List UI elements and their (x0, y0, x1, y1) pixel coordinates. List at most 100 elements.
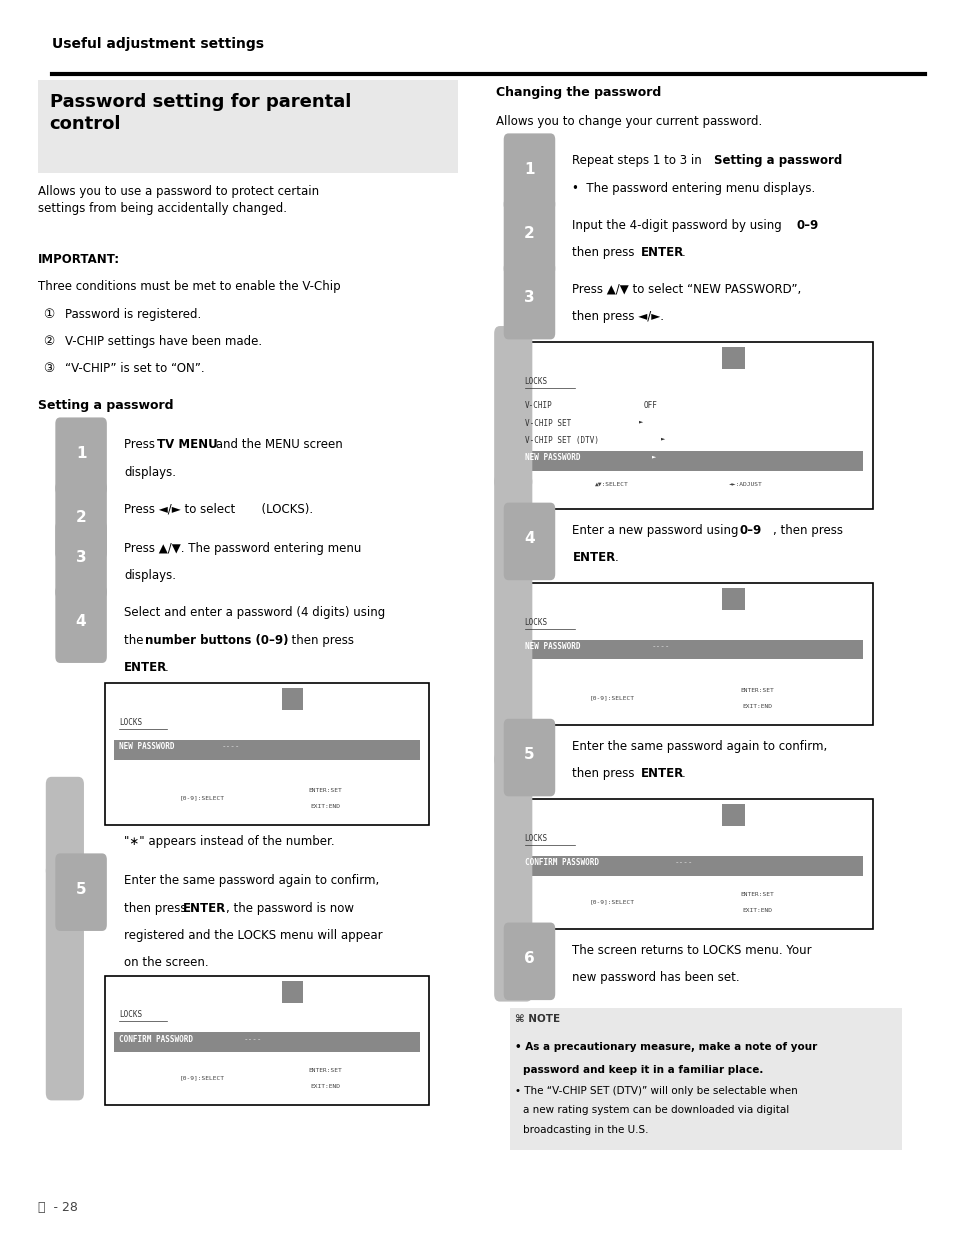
Text: Press ▲/▼. The password entering menu: Press ▲/▼. The password entering menu (124, 542, 361, 556)
Text: ①: ① (43, 308, 54, 321)
Text: , then press: , then press (772, 524, 841, 537)
Text: 3: 3 (523, 290, 535, 305)
FancyBboxPatch shape (519, 640, 862, 659)
Text: ②: ② (43, 335, 54, 348)
Text: NEW PASSWORD: NEW PASSWORD (119, 742, 174, 751)
Text: 4: 4 (523, 531, 535, 546)
Text: broadcasting in the U.S.: broadcasting in the U.S. (522, 1125, 648, 1135)
Text: NEW PASSWORD: NEW PASSWORD (524, 453, 579, 462)
Text: registered and the LOCKS menu will appear: registered and the LOCKS menu will appea… (124, 929, 382, 942)
Text: ENTER:SET: ENTER:SET (309, 788, 342, 793)
Text: ⓔ  - 28: ⓔ - 28 (38, 1202, 78, 1214)
Text: EXIT:END: EXIT:END (741, 908, 771, 913)
Text: CONFIRM PASSWORD: CONFIRM PASSWORD (119, 1035, 193, 1044)
FancyBboxPatch shape (721, 347, 744, 369)
FancyBboxPatch shape (55, 417, 107, 495)
Text: ----: ---- (243, 1035, 261, 1044)
Text: LOCKS: LOCKS (119, 1010, 142, 1019)
Text: • The “V-CHIP SET (DTV)” will only be selectable when: • The “V-CHIP SET (DTV)” will only be se… (515, 1086, 797, 1095)
Text: then press: then press (572, 246, 638, 259)
Text: ENTER: ENTER (572, 551, 615, 564)
Text: 2: 2 (75, 510, 87, 525)
Text: ►: ► (651, 453, 655, 459)
Text: Changing the password: Changing the password (496, 86, 660, 100)
Text: EXIT:END: EXIT:END (310, 1084, 340, 1089)
Text: LOCKS: LOCKS (524, 834, 547, 842)
Text: 0–9: 0–9 (796, 219, 818, 232)
Text: new password has been set.: new password has been set. (572, 971, 740, 984)
Text: Three conditions must be met to enable the V-Chip: Three conditions must be met to enable t… (38, 280, 340, 294)
Text: number buttons (0–9): number buttons (0–9) (145, 634, 288, 647)
FancyBboxPatch shape (46, 863, 84, 1100)
Text: Enter the same password again to confirm,: Enter the same password again to confirm… (572, 740, 827, 753)
Text: Press ▲/▼ to select “NEW PASSWORD”,: Press ▲/▼ to select “NEW PASSWORD”, (572, 283, 801, 296)
Text: ③: ③ (43, 362, 54, 375)
Text: Setting a password: Setting a password (713, 154, 841, 168)
Text: Password setting for parental
control: Password setting for parental control (50, 93, 351, 133)
Text: V-CHIP SET: V-CHIP SET (524, 419, 570, 427)
Text: Input the 4-digit password by using: Input the 4-digit password by using (572, 219, 785, 232)
Text: Useful adjustment settings: Useful adjustment settings (52, 37, 264, 51)
Text: ----: ---- (651, 642, 669, 651)
Text: NEW PASSWORD: NEW PASSWORD (524, 642, 579, 651)
Text: LOCKS: LOCKS (524, 618, 547, 626)
Text: password and keep it in a familiar place.: password and keep it in a familiar place… (522, 1065, 762, 1074)
Text: ENTER:SET: ENTER:SET (740, 892, 773, 897)
FancyBboxPatch shape (510, 342, 872, 509)
Text: [0-9]:SELECT: [0-9]:SELECT (179, 795, 225, 800)
Text: on the screen.: on the screen. (124, 956, 209, 969)
Text: • As a precautionary measure, make a note of your: • As a precautionary measure, make a not… (515, 1042, 817, 1052)
Text: V-CHIP: V-CHIP (524, 401, 552, 410)
Text: EXIT:END: EXIT:END (741, 704, 771, 709)
FancyBboxPatch shape (105, 976, 429, 1105)
Text: •  The password entering menu displays.: • The password entering menu displays. (572, 182, 815, 195)
FancyBboxPatch shape (510, 583, 872, 725)
FancyBboxPatch shape (55, 853, 107, 931)
FancyBboxPatch shape (282, 688, 303, 710)
Text: 1: 1 (75, 446, 87, 461)
Text: Press: Press (124, 438, 158, 452)
FancyBboxPatch shape (510, 799, 872, 929)
Text: a new rating system can be downloaded via digital: a new rating system can be downloaded vi… (522, 1105, 788, 1115)
Text: V-CHIP settings have been made.: V-CHIP settings have been made. (65, 335, 262, 348)
Text: “V-CHIP” is set to “ON”.: “V-CHIP” is set to “ON”. (65, 362, 204, 375)
Text: ENTER: ENTER (124, 661, 167, 674)
Text: Password is registered.: Password is registered. (65, 308, 201, 321)
Text: CONFIRM PASSWORD: CONFIRM PASSWORD (524, 858, 598, 867)
FancyBboxPatch shape (721, 804, 744, 826)
Text: then press: then press (124, 902, 190, 915)
FancyBboxPatch shape (503, 503, 555, 580)
FancyBboxPatch shape (503, 719, 555, 797)
Text: Setting a password: Setting a password (38, 399, 173, 412)
Text: ▲▼:SELECT: ▲▼:SELECT (595, 482, 628, 487)
Text: ►: ► (639, 419, 642, 425)
Text: IMPORTANT:: IMPORTANT: (38, 253, 120, 267)
FancyBboxPatch shape (503, 923, 555, 1000)
FancyBboxPatch shape (519, 856, 862, 876)
Text: 6: 6 (523, 951, 535, 966)
FancyBboxPatch shape (38, 80, 457, 173)
Text: Press ◄/► to select       (LOCKS).: Press ◄/► to select (LOCKS). (124, 503, 313, 516)
Text: TV MENU: TV MENU (157, 438, 218, 452)
Text: 5: 5 (75, 882, 87, 897)
Text: .: . (681, 767, 685, 781)
Text: 3: 3 (75, 550, 87, 564)
FancyBboxPatch shape (282, 981, 303, 1003)
Text: ►: ► (660, 436, 664, 442)
Text: ENTER: ENTER (183, 902, 226, 915)
Text: The screen returns to LOCKS menu. Your: The screen returns to LOCKS menu. Your (572, 944, 811, 957)
FancyBboxPatch shape (503, 198, 555, 275)
Text: ENTER: ENTER (640, 246, 683, 259)
Text: Allows you to change your current password.: Allows you to change your current passwo… (496, 115, 761, 128)
FancyBboxPatch shape (55, 585, 107, 663)
Text: "∗" appears instead of the number.: "∗" appears instead of the number. (124, 835, 335, 848)
Text: LOCKS: LOCKS (524, 377, 547, 385)
Text: Enter a new password using: Enter a new password using (572, 524, 741, 537)
Text: 5: 5 (523, 747, 535, 762)
Text: , then press: , then press (284, 634, 354, 647)
FancyBboxPatch shape (519, 451, 862, 471)
Text: ENTER:SET: ENTER:SET (309, 1068, 342, 1073)
Text: , the password is now: , the password is now (226, 902, 354, 915)
FancyBboxPatch shape (721, 588, 744, 610)
Text: 2: 2 (523, 226, 535, 241)
